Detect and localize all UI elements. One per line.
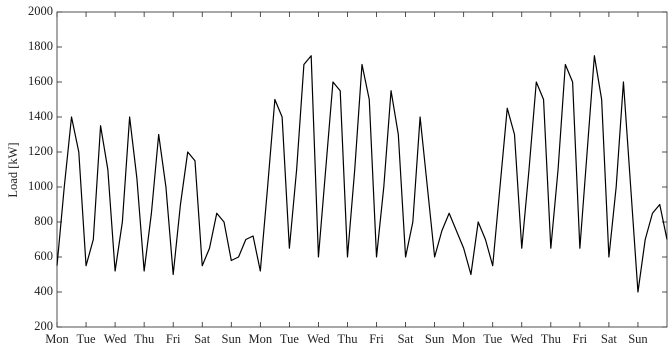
x-tick-label: Tue bbox=[483, 332, 502, 346]
y-tick-label: 600 bbox=[34, 249, 53, 263]
y-tick-label: 1200 bbox=[28, 144, 53, 158]
y-tick-label: 800 bbox=[34, 214, 53, 228]
x-tick-label: Thu bbox=[134, 332, 155, 346]
x-tick-label: Thu bbox=[337, 332, 358, 346]
y-tick-label: 400 bbox=[34, 284, 53, 298]
x-tick-label: Wed bbox=[307, 332, 330, 346]
x-tick-label: Mon bbox=[249, 332, 273, 346]
y-tick-label: 1800 bbox=[28, 39, 53, 53]
x-tick-label: Sun bbox=[222, 332, 242, 346]
plot-frame bbox=[56, 11, 668, 328]
x-tick-label: Tue bbox=[280, 332, 299, 346]
x-tick-label: Tue bbox=[77, 332, 96, 346]
x-tick-label: Thu bbox=[541, 332, 562, 346]
x-tick-label: Wed bbox=[104, 332, 127, 346]
x-tick-label: Fri bbox=[369, 332, 384, 346]
y-tick-label: 200 bbox=[34, 319, 53, 333]
y-tick-label: 1600 bbox=[28, 74, 53, 88]
x-tick-label: Wed bbox=[510, 332, 533, 346]
x-tick-label: Sun bbox=[425, 332, 445, 346]
x-tick-label: Sat bbox=[601, 332, 618, 346]
x-tick-label: Fri bbox=[573, 332, 588, 346]
y-tick-label: 1000 bbox=[28, 179, 53, 193]
x-tick-label: Mon bbox=[45, 332, 69, 346]
y-tick-label: 2000 bbox=[28, 4, 53, 18]
x-tick-label: Mon bbox=[452, 332, 476, 346]
load-line bbox=[56, 55, 668, 293]
x-tick-label: Sat bbox=[194, 332, 211, 346]
x-tick-label: Sun bbox=[628, 332, 648, 346]
x-tick-label: Sat bbox=[398, 332, 415, 346]
y-axis-label: Load [kW] bbox=[6, 142, 20, 197]
y-tick-label: 1400 bbox=[28, 109, 53, 123]
x-tick-label: Fri bbox=[166, 332, 181, 346]
